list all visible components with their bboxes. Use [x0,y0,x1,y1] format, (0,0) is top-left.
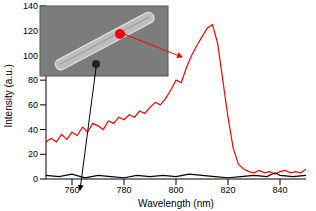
svg-text:100: 100 [23,51,38,61]
svg-text:800: 800 [168,185,183,195]
svg-text:40: 40 [28,125,38,135]
svg-text:0: 0 [33,174,38,184]
svg-text:140: 140 [23,1,38,11]
svg-text:20: 20 [28,149,38,159]
svg-text:820: 820 [220,185,235,195]
svg-text:760: 760 [64,185,79,195]
svg-text:120: 120 [23,26,38,36]
svg-text:Intensity (a.u.): Intensity (a.u.) [8,64,14,127]
svg-text:780: 780 [116,185,131,195]
svg-text:Wavelength (nm): Wavelength (nm) [138,198,214,209]
svg-text:60: 60 [28,100,38,110]
svg-text:80: 80 [28,75,38,85]
svg-text:840: 840 [272,185,287,195]
